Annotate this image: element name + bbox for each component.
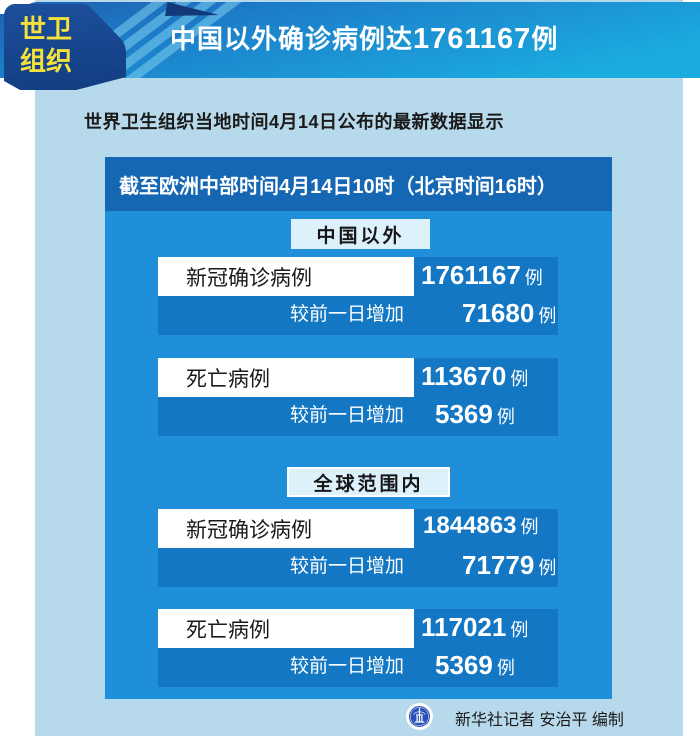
- svg-text:中国以外确诊病例达1761167例: 中国以外确诊病例达1761167例: [170, 23, 558, 55]
- svg-text:组织: 组织: [20, 46, 72, 76]
- svg-text:世卫: 世卫: [20, 14, 72, 44]
